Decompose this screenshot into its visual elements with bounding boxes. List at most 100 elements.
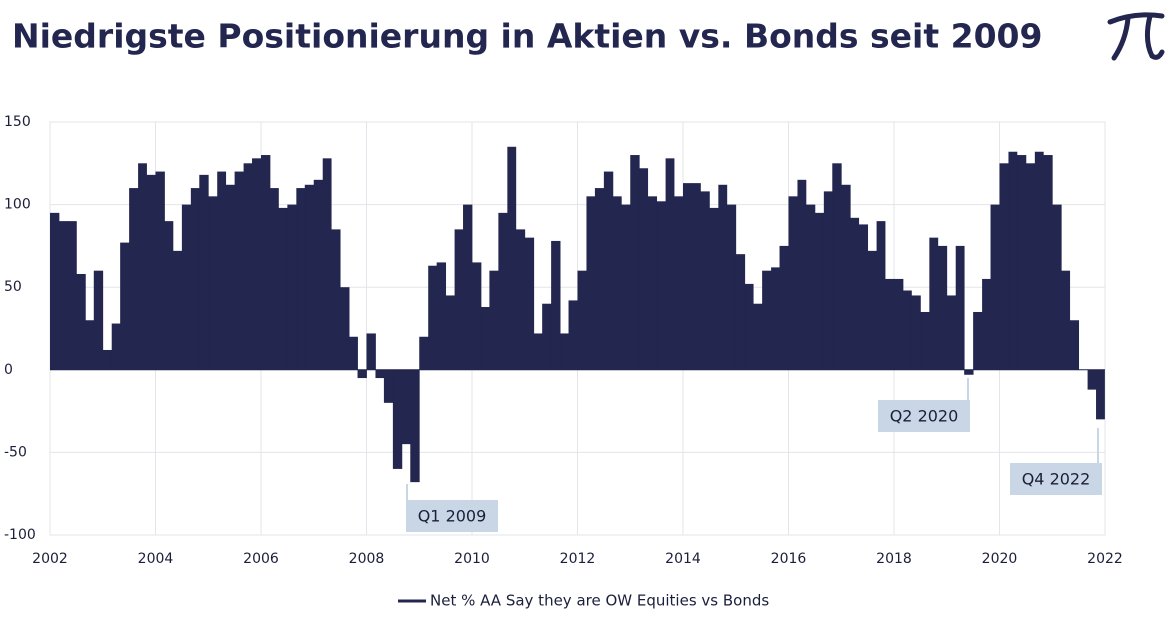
annotation: Q4 2022 [1022, 470, 1091, 489]
bar [138, 163, 147, 370]
x-tick-label: 2018 [876, 551, 912, 567]
bar [1096, 369, 1105, 420]
bar [858, 224, 869, 370]
bar [331, 229, 341, 370]
bar [445, 295, 455, 370]
bar [85, 320, 95, 370]
bar [146, 174, 156, 370]
bar [533, 333, 543, 370]
bar [876, 221, 886, 370]
bar [674, 196, 684, 370]
bar [489, 270, 499, 370]
bar [691, 183, 701, 370]
bar [111, 323, 121, 370]
bar [269, 188, 279, 370]
annotation-box [1010, 463, 1102, 495]
bar [656, 201, 666, 370]
bar [700, 191, 710, 370]
bar [929, 237, 939, 370]
bar [665, 158, 675, 370]
bar [1061, 270, 1071, 370]
bar [181, 204, 192, 370]
chart-title: Niedrigste Positionierung in Aktien vs. … [12, 17, 1042, 56]
bar [911, 295, 921, 370]
bar [762, 270, 772, 370]
bar [524, 237, 535, 370]
bar [735, 254, 746, 370]
bar [357, 369, 367, 379]
bar [867, 250, 877, 370]
bar [392, 369, 403, 469]
bar [771, 267, 780, 370]
bar [401, 369, 411, 445]
bar [375, 369, 385, 379]
bar [261, 155, 271, 370]
bar [349, 336, 358, 370]
bar [1043, 155, 1053, 370]
bar [937, 245, 948, 370]
bar [982, 278, 991, 370]
bar [199, 174, 209, 370]
bar [630, 155, 640, 370]
bar [946, 295, 957, 370]
bar [621, 204, 631, 370]
bar [999, 163, 1009, 370]
bar [973, 311, 983, 370]
bar [814, 212, 825, 370]
bar [560, 333, 569, 370]
bar [753, 303, 763, 370]
y-tick-label: 0 [4, 362, 13, 378]
bar [542, 303, 552, 370]
bar [1025, 163, 1036, 370]
bar [955, 245, 965, 370]
x-tick-label: 2020 [982, 551, 1018, 567]
bar [436, 262, 447, 370]
bar [50, 212, 60, 370]
bar [577, 270, 587, 370]
x-tick-label: 2008 [349, 551, 385, 567]
bar [454, 229, 464, 370]
bar [832, 163, 842, 370]
bar [190, 188, 200, 370]
bar [850, 217, 860, 370]
bar [120, 242, 130, 370]
bar [313, 179, 324, 370]
y-tick-label: -100 [4, 527, 36, 543]
bar [841, 184, 851, 370]
bar [252, 158, 262, 370]
bar [67, 221, 77, 370]
bar [366, 333, 376, 370]
bar [322, 158, 332, 370]
bar [1008, 151, 1018, 370]
bar [340, 287, 350, 370]
bar [683, 183, 693, 370]
bar [902, 290, 912, 370]
y-tick-label: -50 [4, 444, 27, 460]
bar [1016, 155, 1027, 370]
x-tick-label: 2022 [1087, 551, 1123, 567]
bar [234, 171, 244, 370]
bar [612, 196, 622, 370]
annotation-box [406, 500, 498, 532]
annotation: Q2 2020 [890, 407, 959, 426]
bar [217, 171, 227, 370]
bar [208, 196, 218, 370]
y-tick-label: 150 [4, 114, 31, 130]
bar [129, 188, 139, 370]
bar [164, 221, 174, 370]
bar [797, 179, 807, 370]
bar [498, 212, 508, 370]
bar [1069, 320, 1080, 370]
bar [744, 283, 754, 370]
bar [718, 184, 728, 370]
bar [102, 349, 113, 370]
bar [726, 204, 737, 370]
bar [647, 196, 658, 370]
bar [243, 163, 253, 370]
bar [885, 278, 895, 370]
bar [304, 184, 315, 370]
bar [507, 146, 517, 370]
bar [1052, 204, 1062, 370]
bar [823, 191, 833, 370]
